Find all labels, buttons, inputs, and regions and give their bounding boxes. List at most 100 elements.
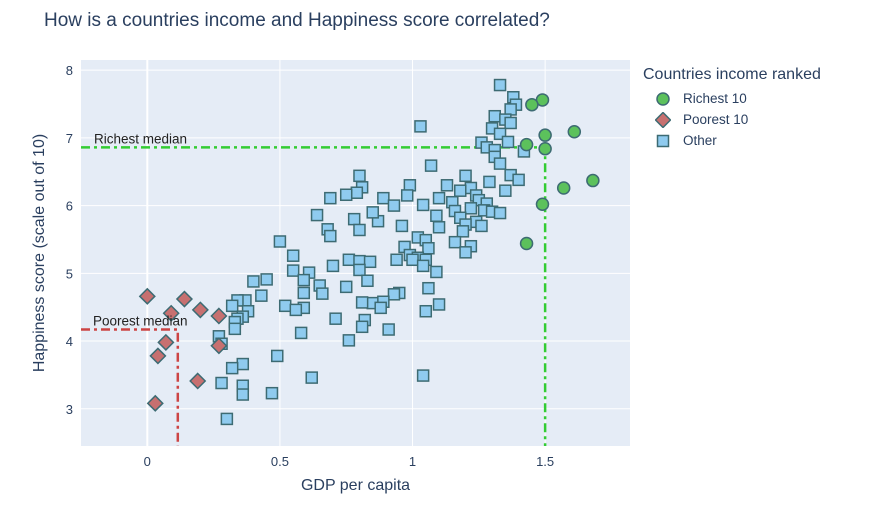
plot-area <box>81 60 630 446</box>
other-point <box>355 320 369 334</box>
other-point <box>414 120 427 133</box>
legend: Countries income ranked Richest 10 Poores… <box>643 66 821 151</box>
other-point <box>225 299 239 313</box>
other-point <box>504 103 517 116</box>
other-point <box>247 275 260 288</box>
other-point <box>430 265 443 279</box>
x-tick-label: 0.5 <box>271 454 289 469</box>
other-point <box>297 273 311 287</box>
richest-point <box>519 137 534 152</box>
other-point <box>273 235 287 248</box>
other-point <box>310 208 324 222</box>
other-point <box>475 219 488 233</box>
other-point <box>499 184 512 197</box>
poorest-point <box>191 301 209 319</box>
other-point <box>305 371 318 384</box>
x-tick-label: 1.5 <box>536 454 554 469</box>
other-point <box>483 175 496 189</box>
richest-point <box>538 128 552 142</box>
other-point <box>390 253 403 267</box>
legend-label: Poorest 10 <box>683 112 749 127</box>
other-point <box>339 188 353 202</box>
richest-point <box>535 197 550 211</box>
other-point <box>374 301 387 315</box>
other-point <box>260 273 273 286</box>
y-tick-label: 5 <box>66 266 73 281</box>
richest-point <box>519 236 534 251</box>
other-point <box>286 264 300 277</box>
data-points <box>138 78 600 426</box>
poorest-point <box>138 287 156 305</box>
other-point <box>342 253 356 267</box>
other-point <box>236 357 250 371</box>
other-point <box>286 249 300 262</box>
other-point <box>289 303 303 317</box>
other-point <box>432 221 446 234</box>
other-point <box>329 312 342 325</box>
other-point <box>347 212 361 226</box>
diamond-marker-icon <box>643 111 683 128</box>
other-point <box>448 235 462 249</box>
other-point <box>403 179 417 192</box>
other-point <box>294 326 308 340</box>
richest-point <box>567 125 582 139</box>
other-point <box>361 274 374 288</box>
other-point <box>271 349 284 363</box>
x-tick-label: 0 <box>144 454 151 469</box>
axis-ticks: 0 0.5 1 1.5 3 4 5 6 7 8 <box>66 63 554 469</box>
other-point <box>363 255 377 269</box>
y-tick-label: 3 <box>66 402 73 417</box>
y-tick-label: 8 <box>66 63 73 78</box>
richest-point <box>586 173 600 188</box>
legend-label: Other <box>683 133 717 148</box>
richest-point <box>525 97 539 112</box>
other-point <box>440 179 454 192</box>
other-point <box>493 206 507 220</box>
other-point <box>339 280 353 294</box>
poorest-point <box>210 307 228 325</box>
legend-item-poorest-10[interactable]: Poorest 10 <box>643 109 821 130</box>
other-point <box>350 186 364 199</box>
poorest-point <box>149 347 167 365</box>
legend-label: Richest 10 <box>683 91 747 106</box>
legend-title: Countries income ranked <box>643 66 821 83</box>
poorest-point <box>157 333 175 351</box>
other-point <box>278 299 292 313</box>
richest-point <box>556 181 571 195</box>
other-point <box>432 298 446 311</box>
poorest-point <box>175 290 193 308</box>
other-point <box>265 386 279 400</box>
other-point <box>377 191 390 205</box>
other-point <box>324 191 337 205</box>
other-point <box>255 289 268 302</box>
other-point <box>501 135 515 149</box>
x-tick-label: 1 <box>409 454 416 469</box>
other-point <box>419 304 433 318</box>
other-point <box>488 109 501 123</box>
other-point <box>366 206 379 219</box>
other-point <box>416 369 430 382</box>
y-tick-label: 7 <box>66 131 73 146</box>
y-tick-label: 4 <box>66 334 73 349</box>
other-point <box>493 157 507 170</box>
other-point <box>464 202 478 215</box>
other-point <box>424 159 438 172</box>
other-point <box>353 263 366 277</box>
other-point <box>459 169 472 183</box>
other-point <box>297 286 311 300</box>
other-point <box>504 116 517 130</box>
other-point <box>400 189 414 202</box>
other-point <box>395 219 409 233</box>
other-point <box>387 288 401 301</box>
other-point <box>432 191 446 205</box>
other-point <box>456 225 470 238</box>
legend-item-other[interactable]: Other <box>643 130 821 151</box>
other-point <box>225 361 239 375</box>
other-point <box>228 322 242 336</box>
other-point <box>406 253 419 267</box>
legend-item-richest-10[interactable]: Richest 10 <box>643 88 821 109</box>
other-point <box>342 334 356 347</box>
y-tick-label: 6 <box>66 199 73 214</box>
poorest-median-line <box>81 328 180 446</box>
